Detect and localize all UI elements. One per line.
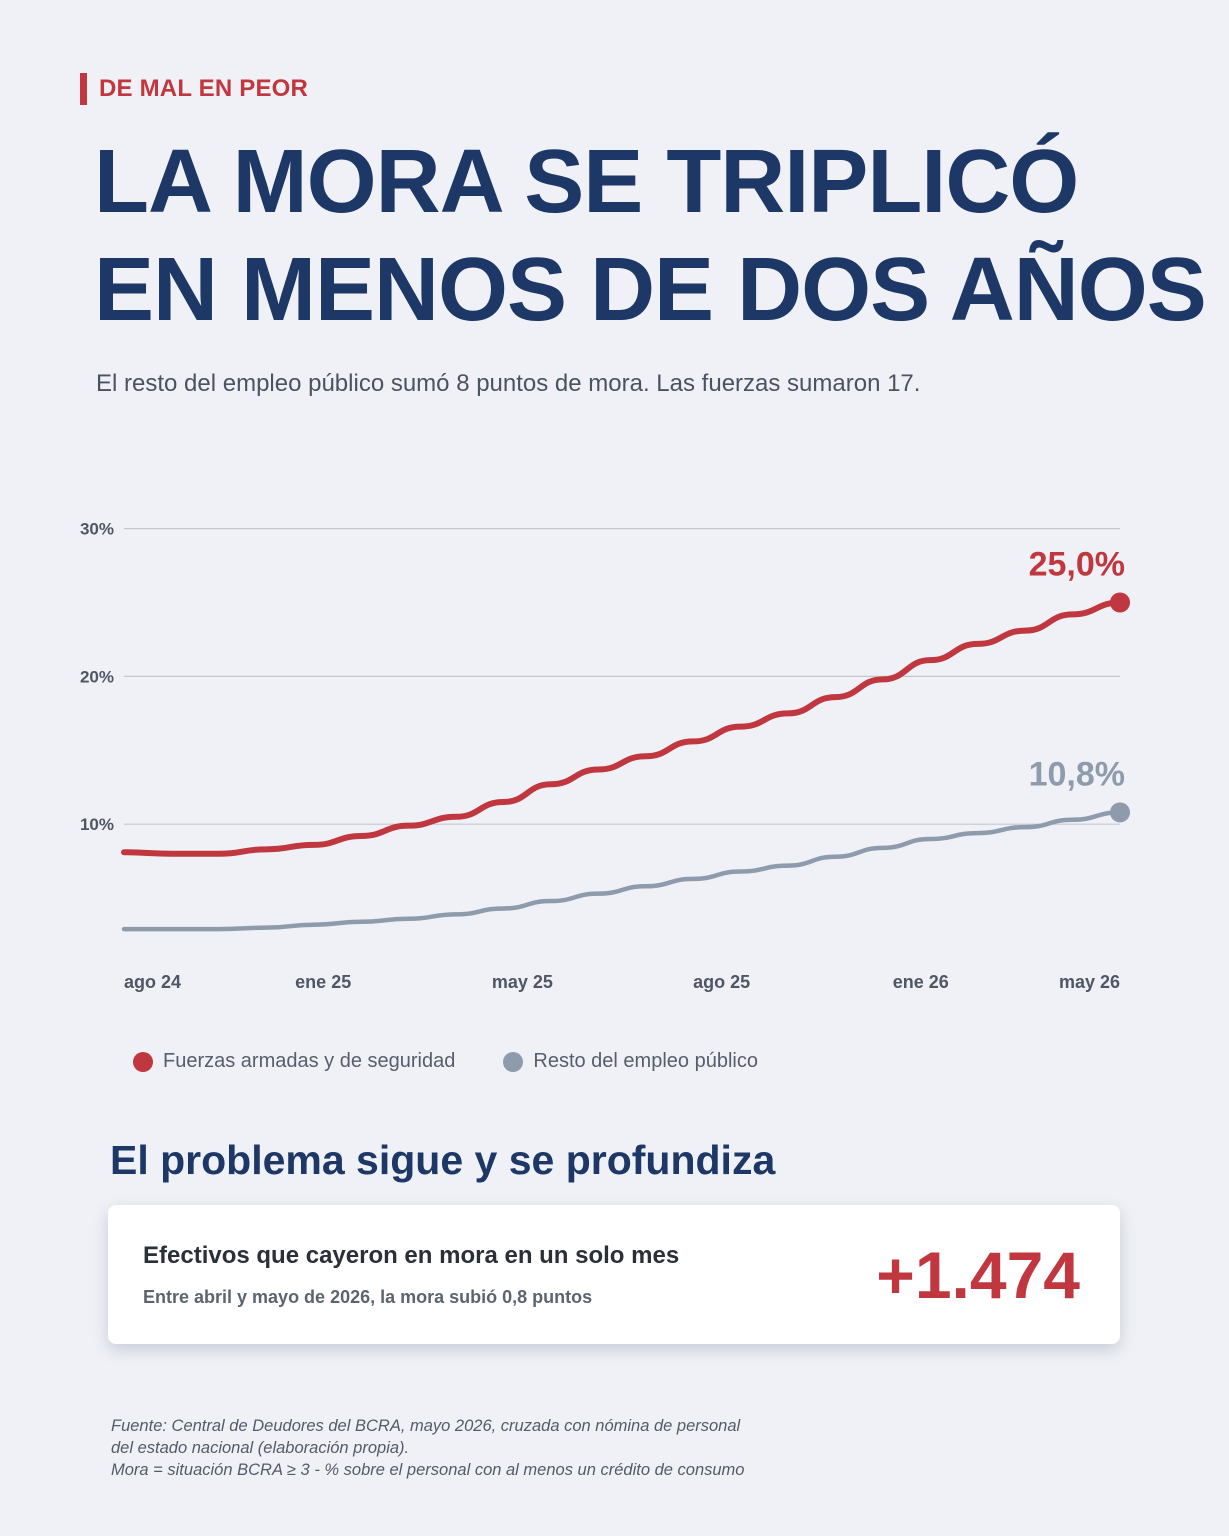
title-line-2: EN MENOS DE DOS AÑOS: [94, 240, 1207, 340]
card-subtext: Entre abril y mayo de 2026, la mora subi…: [143, 1287, 593, 1307]
legend-label-resto: Resto del empleo público: [533, 1050, 758, 1072]
page-title: LA MORA SE TRIPLICÓ EN MENOS DE DOS AÑOS: [94, 128, 1207, 344]
end-point-resto: [1110, 802, 1130, 823]
legend-item-resto: Resto del empleo público: [503, 1050, 758, 1073]
series-line-fuerzas: [121, 599, 1123, 857]
source-line-3: Mora = situación BCRA ≥ 3 - % sobre el p…: [111, 1461, 745, 1479]
card-label: Efectivos que cayeron en mora en un solo…: [143, 1242, 680, 1269]
source-note: Fuente: Central de Deudores del BCRA, ma…: [111, 1415, 744, 1481]
x-tick-label: may 25: [492, 972, 553, 992]
end-label-resto: 10,8%: [1029, 755, 1125, 793]
page-subtitle: El resto del empleo público sumó 8 punto…: [96, 370, 921, 397]
legend-dot-resto: [503, 1051, 524, 1072]
line-chart: 10% 20% 30% ago 24 ene 25 may 25 ago 25 ene 26 m…: [80, 520, 1130, 992]
y-tick-label: 10%: [80, 815, 114, 834]
card-value: +1.474: [876, 1238, 1080, 1312]
end-label-fuerzas: 25,0%: [1029, 546, 1125, 584]
x-tick-label: ene 25: [295, 972, 351, 992]
source-line-2: del estado nacional (elaboración propia)…: [111, 1439, 410, 1457]
x-tick-label: ago 25: [693, 972, 750, 992]
x-tick-label: ago 24: [124, 972, 181, 992]
series-line-resto: [121, 810, 1123, 932]
chart-legend: Fuerzas armadas y de seguridad Resto del…: [133, 1050, 758, 1073]
x-tick-label: may 26: [1059, 972, 1120, 992]
highlight-card: Efectivos que cayeron en mora en un solo…: [108, 1205, 1120, 1344]
y-tick-label: 20%: [80, 667, 114, 686]
legend-item-fuerzas: Fuerzas armadas y de seguridad: [133, 1050, 455, 1073]
y-tick-label: 30%: [80, 520, 114, 539]
legend-dot-fuerzas: [133, 1051, 153, 1072]
section-title: El problema sigue y se profundiza: [110, 1137, 776, 1183]
kicker-label: DE MAL EN PEOR: [80, 73, 308, 105]
source-line-1: Fuente: Central de Deudores del BCRA, ma…: [111, 1417, 741, 1435]
legend-label-fuerzas: Fuerzas armadas y de seguridad: [163, 1050, 456, 1072]
end-point-fuerzas: [1110, 592, 1130, 613]
x-tick-label: ene 26: [893, 972, 949, 992]
title-line-1: LA MORA SE TRIPLICÓ: [94, 132, 1079, 232]
